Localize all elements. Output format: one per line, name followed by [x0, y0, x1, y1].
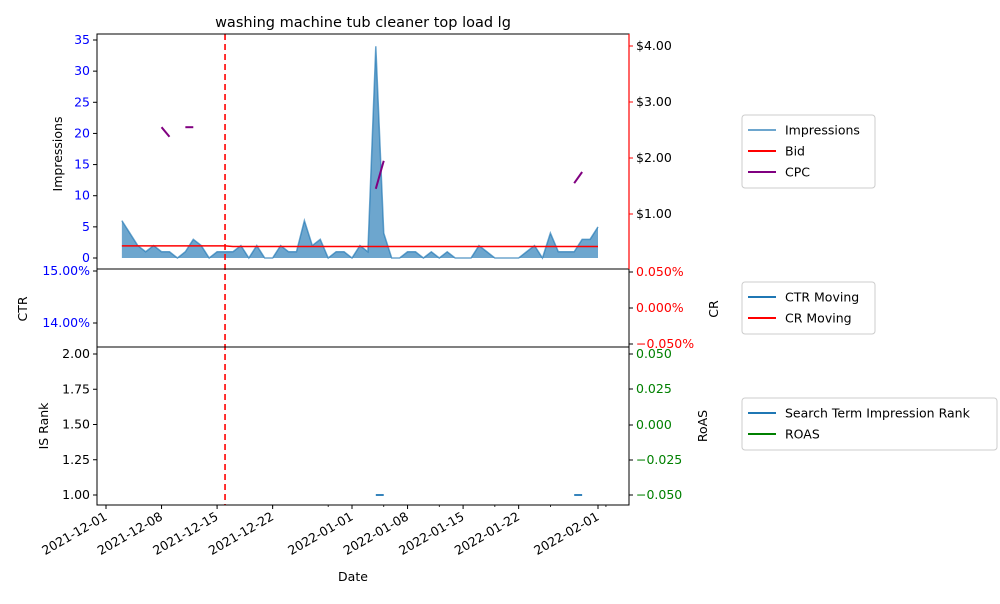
- impressions-ytick-20-label: 20: [74, 125, 90, 140]
- cr-ytick-0-label: −0.050%: [636, 336, 694, 351]
- x-axis-label: Date: [338, 569, 368, 584]
- impressions-ytick-30-label: 30: [74, 63, 90, 78]
- is-rank-ytick-3-label: 1.75: [62, 381, 90, 396]
- legend-top-label-2: CPC: [785, 165, 810, 180]
- legend-bottom-label-1: ROAS: [785, 427, 820, 442]
- roas-ytick-2-label: 0.000: [636, 417, 672, 432]
- panel-frame-3: [96, 346, 630, 506]
- impressions-ytick-35-label: 35: [74, 32, 90, 47]
- panel-frame-1: [96, 33, 630, 270]
- ctr-ytick-0-label: 14.00%: [42, 315, 90, 330]
- legend-top-label-1: Bid: [785, 144, 805, 159]
- cr-axis-label: CR: [706, 300, 721, 318]
- bid-ytick-1-label: $2.00: [636, 150, 672, 165]
- is-rank-ytick-0-label: 1.00: [62, 487, 90, 502]
- is-rank-ytick-4-label: 2.00: [62, 346, 90, 361]
- roas-ytick-0-label: −0.050: [636, 487, 682, 502]
- impressions-line: [121, 46, 599, 260]
- impressions-ytick-0-label: 0: [82, 250, 90, 265]
- bid-ytick-3-label: $4.00: [636, 38, 672, 53]
- roas-ytick-4-label: 0.050: [636, 346, 672, 361]
- ctr-axis-label: CTR: [15, 296, 30, 321]
- legend-top-box: [741, 114, 876, 189]
- impressions-area: [121, 46, 598, 258]
- bid-line: [121, 245, 598, 248]
- is-rank-ytick-1-label: 1.25: [62, 452, 90, 467]
- cpc-segment-0: [160, 126, 171, 138]
- legend-bottom-box: [741, 397, 998, 451]
- legend-mid-label-0: CTR Moving: [785, 290, 859, 305]
- legend-mid-label-1: CR Moving: [785, 311, 852, 326]
- is-rank-axis-label: IS Rank: [36, 402, 51, 450]
- bid-ytick-0-label: $1.00: [636, 206, 672, 221]
- panel-frame-2: [96, 268, 630, 348]
- roas-axis-label: RoAS: [695, 410, 710, 442]
- impressions-ytick-15-label: 15: [74, 157, 90, 172]
- chart-title: washing machine tub cleaner top load lg: [215, 15, 511, 31]
- legend-bottom-label-0: Search Term Impression Rank: [785, 406, 971, 421]
- is-rank-ytick-2-label: 1.50: [62, 417, 90, 432]
- cr-ytick-1-label: 0.000%: [636, 300, 684, 315]
- roas-ytick-3-label: 0.025: [636, 381, 672, 396]
- cpc-segment-2: [374, 160, 385, 190]
- legend-top-label-0: Impressions: [785, 123, 860, 138]
- impressions-ytick-25-label: 25: [74, 94, 90, 109]
- impressions-axis-label: Impressions: [50, 117, 65, 192]
- ctr-ytick-1-label: 15.00%: [42, 263, 90, 278]
- roas-ytick-1-label: −0.025: [636, 452, 682, 467]
- legend-mid-box: [741, 281, 876, 335]
- bid-ytick-2-label: $3.00: [636, 94, 672, 109]
- cpc-segment-3: [573, 171, 583, 184]
- impressions-ytick-5-label: 5: [82, 219, 90, 234]
- impressions-ytick-10-label: 10: [74, 188, 90, 203]
- cr-ytick-2-label: 0.050%: [636, 264, 684, 279]
- xtick-label-8: 2022-02-01: [531, 509, 601, 558]
